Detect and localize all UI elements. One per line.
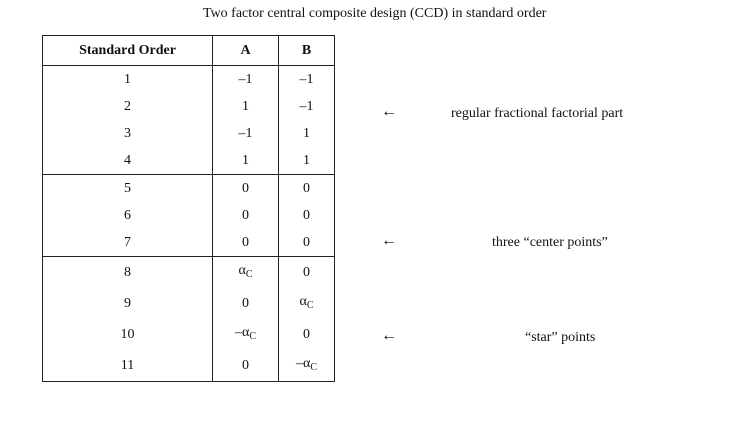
- cell-standard-order: 6: [42, 202, 213, 229]
- cell-b: –1: [278, 65, 335, 93]
- arrow-left-icon: ←: [381, 232, 397, 249]
- table-row: 2 1 –1: [42, 93, 335, 120]
- header-standard-order: Standard Order: [42, 35, 213, 66]
- cell-standard-order: 3: [42, 120, 213, 147]
- cell-b: –αC: [278, 350, 335, 382]
- cell-b: αC: [278, 288, 335, 319]
- table-row: 3 –1 1: [42, 120, 335, 147]
- subscript: C: [306, 300, 314, 311]
- cell-standard-order: 1: [42, 65, 213, 93]
- cell-standard-order: 5: [42, 174, 213, 202]
- table-caption: Two factor central composite design (CCD…: [203, 6, 547, 21]
- header-b: B: [278, 35, 335, 66]
- table-row: 10 –αC 0: [42, 319, 335, 350]
- cell-a: αC: [212, 256, 279, 288]
- cell-a: 0: [212, 288, 279, 319]
- cell-b: 1: [278, 147, 335, 175]
- arrow-left-icon: ←: [381, 327, 397, 344]
- cell-a: –1: [212, 65, 279, 93]
- header-a: A: [212, 35, 279, 66]
- note-center-points: three “center points”: [492, 235, 608, 250]
- table-row: 1 –1 –1: [42, 65, 335, 93]
- subscript: C: [249, 331, 256, 342]
- note-factorial: regular fractional factorial part: [451, 106, 624, 121]
- cell-b: 0: [278, 174, 335, 202]
- ccd-table: Standard Order A B 1 –1 –1 2 1 –1 3 –1 1 4 1 1 5 0 0 6 0…: [42, 35, 335, 382]
- cell-b: 0: [278, 229, 335, 257]
- cell-b: 0: [278, 319, 335, 350]
- table-row: 11 0 –αC: [42, 350, 335, 382]
- cell-a: 1: [212, 93, 279, 120]
- cell-standard-order: 11: [42, 350, 213, 382]
- cell-a: –αC: [212, 319, 279, 350]
- subscript: C: [245, 269, 253, 280]
- cell-standard-order: 9: [42, 288, 213, 319]
- table-row: 9 0 αC: [42, 288, 335, 319]
- header-row: Standard Order A B: [42, 35, 335, 66]
- cell-a: –1: [212, 120, 279, 147]
- subscript: C: [310, 362, 317, 373]
- cell-standard-order: 4: [42, 147, 213, 175]
- arrow-left-icon: ←: [381, 103, 397, 120]
- cell-a: 0: [212, 229, 279, 257]
- cell-a: 1: [212, 147, 279, 175]
- cell-standard-order: 2: [42, 93, 213, 120]
- cell-a: 0: [212, 202, 279, 229]
- cell-b: –1: [278, 93, 335, 120]
- cell-a: 0: [212, 174, 279, 202]
- cell-standard-order: 7: [42, 229, 213, 257]
- cell-b: 0: [278, 202, 335, 229]
- note-star-points: “star” points: [525, 330, 596, 345]
- cell-standard-order: 8: [42, 256, 213, 288]
- table-row: 8 αC 0: [42, 256, 335, 288]
- cell-a: 0: [212, 350, 279, 382]
- cell-standard-order: 10: [42, 319, 213, 350]
- cell-b: 0: [278, 256, 335, 288]
- cell-b: 1: [278, 120, 335, 147]
